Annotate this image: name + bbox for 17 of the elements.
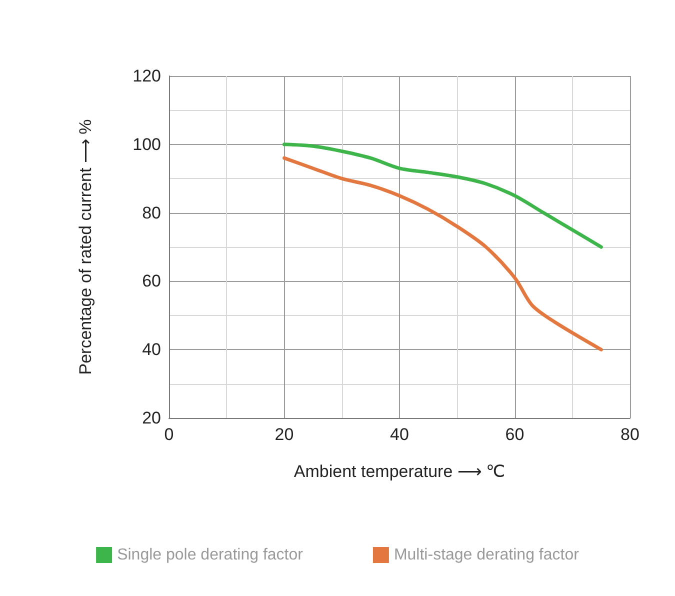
y-tick-label: 60 [142, 272, 161, 291]
x-tick-label: 60 [505, 425, 524, 444]
x-tick-label: 0 [164, 425, 174, 444]
y-tick-label: 40 [142, 340, 161, 360]
y-axis-title: Percentage of rated current ⟶ % [76, 119, 95, 375]
y-tick-label: 80 [142, 203, 161, 222]
y-tick-label: 120 [132, 66, 161, 86]
line-series [282, 142, 603, 249]
legend-label: Single pole derating factor [117, 546, 304, 564]
y-tick-label: 20 [142, 408, 161, 428]
line-series [282, 156, 603, 352]
x-axis-title: Ambient temperature ⟶ ℃ [294, 462, 506, 481]
x-tick-label: 20 [274, 425, 294, 444]
x-tick-label: 80 [620, 425, 640, 444]
y-tick-label: 100 [132, 134, 161, 154]
x-tick-label: 40 [390, 425, 409, 444]
legend-label: Multi-stage derating factor [394, 546, 580, 564]
